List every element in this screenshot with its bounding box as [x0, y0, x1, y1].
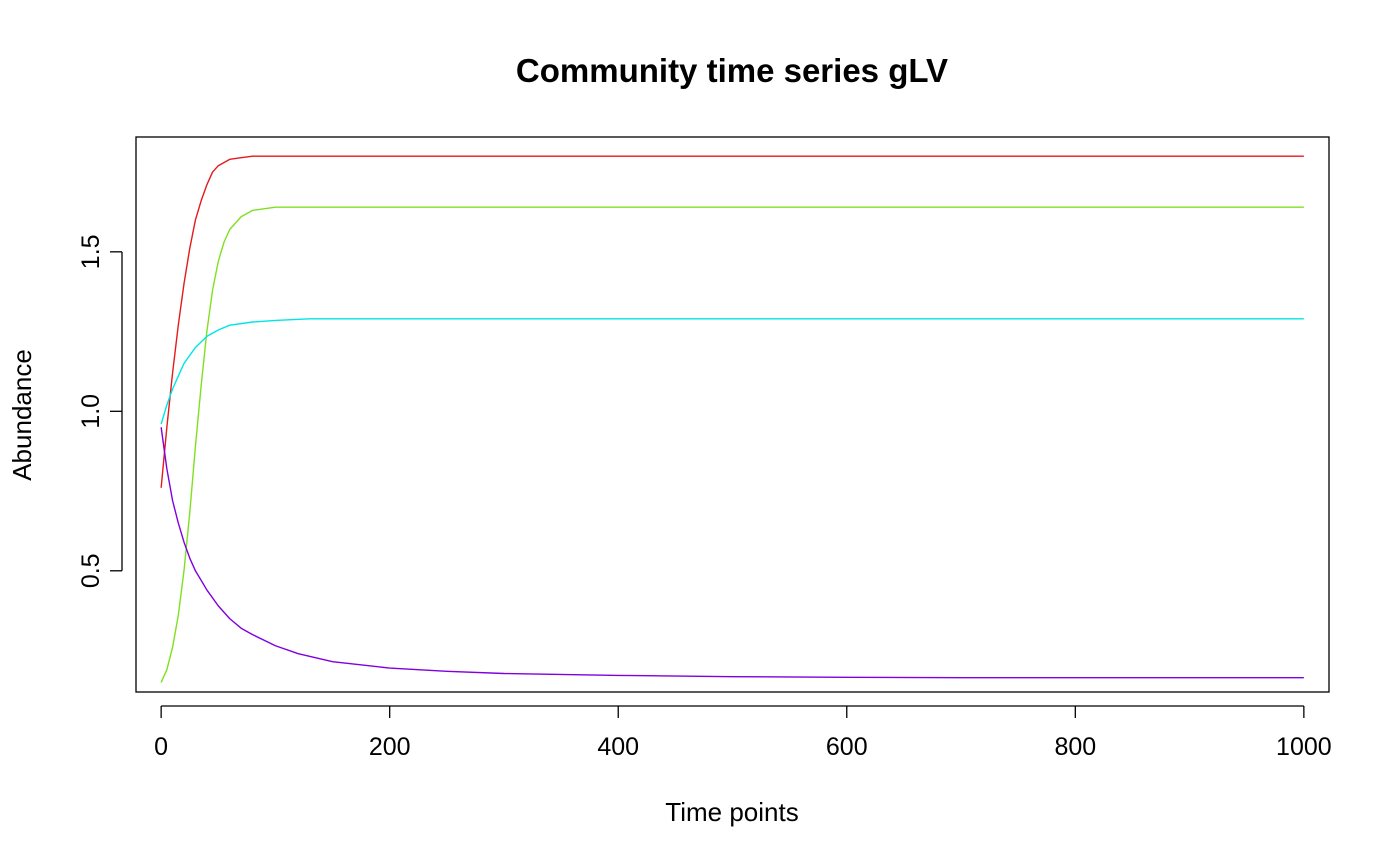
x-tick-label: 0	[154, 733, 168, 761]
chart-title: Community time series gLV	[516, 52, 948, 89]
x-tick-label: 600	[826, 733, 868, 761]
y-axis: 0.5 1.0 1.5	[77, 234, 123, 588]
x-axis-label: Time points	[665, 797, 798, 827]
y-tick-label: 1.5	[77, 234, 105, 269]
x-tick-label: 400	[597, 733, 639, 761]
x-tick-label: 1000	[1276, 733, 1332, 761]
series-line-2	[160, 206, 1304, 683]
x-axis: 0 200 400 600 800 1000	[154, 705, 1332, 761]
x-tick-label: 800	[1054, 733, 1096, 761]
y-axis-label: Abundance	[7, 349, 37, 481]
y-tick-label: 1.0	[77, 394, 105, 429]
plot-frame	[135, 136, 1330, 693]
y-tick-label: 0.5	[77, 553, 105, 588]
series-line-1	[160, 155, 1304, 488]
series-line-4	[160, 427, 1304, 679]
x-tick-label: 200	[369, 733, 411, 761]
series-layer	[160, 155, 1304, 683]
series-line-3	[160, 318, 1304, 425]
